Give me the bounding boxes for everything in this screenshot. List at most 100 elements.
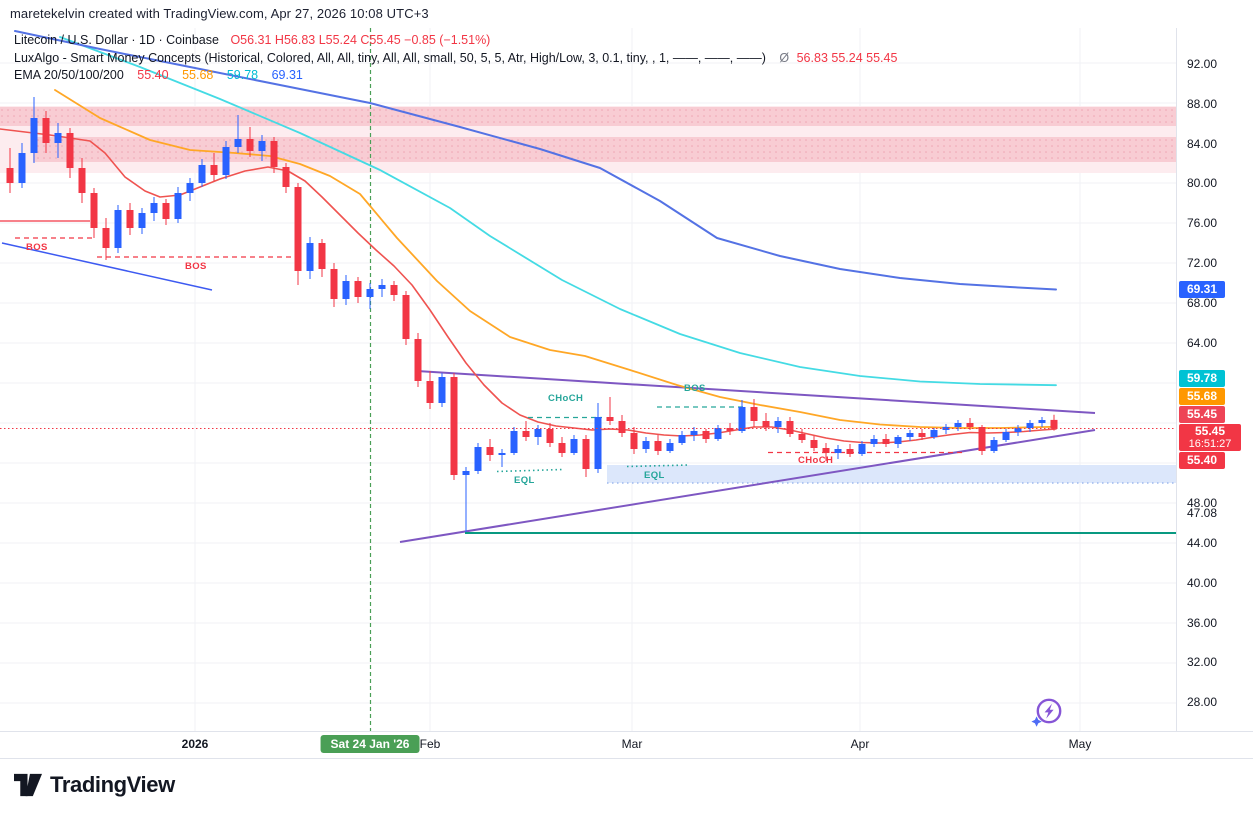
ema20-line [0, 128, 1057, 444]
structure-label-choch: CHoCH [548, 393, 583, 404]
candle-up [570, 439, 578, 453]
price-tick-label: 48.00 [1187, 496, 1218, 510]
price-label-box: 59.78 [1179, 370, 1225, 387]
price-label-box: 55.40 [1179, 452, 1225, 469]
candle-down [630, 433, 638, 449]
candle-down [606, 417, 614, 421]
candle-up [774, 421, 782, 427]
symbol-legend-row[interactable]: Litecoin / U.S. Dollar · 1D · Coinbase O… [14, 33, 490, 47]
indicator-values: 56.83 55.24 55.45 [796, 51, 898, 65]
structure-label-bos: BOS [185, 261, 207, 272]
candle-up [642, 441, 650, 449]
candle-down [810, 440, 818, 448]
candle-up [138, 213, 146, 228]
average-symbol: Ø [779, 51, 790, 65]
structure-label-eql: EQL [644, 470, 665, 481]
candle-up [954, 423, 962, 427]
candle-down [102, 228, 110, 248]
candle-up [666, 443, 674, 451]
candle-down [126, 210, 134, 228]
ema-label: EMA 20/50/100/200 [14, 68, 124, 82]
ema200-line [14, 30, 1057, 291]
candle-up [1038, 420, 1046, 423]
candle-down [522, 431, 530, 437]
candle-down [6, 168, 14, 183]
structure-line [626, 464, 691, 468]
supply-zone-dark-2-dots [33, 137, 1176, 162]
candle-down [558, 443, 566, 453]
indicator-title: LuxAlgo - Smart Money Concepts (Historic… [14, 51, 766, 65]
price-label-box: 55.68 [1179, 388, 1225, 405]
candle-up [1014, 428, 1022, 432]
candle-up [990, 440, 998, 451]
candle-up [234, 139, 242, 147]
candle-down [78, 168, 86, 193]
candle-up [510, 431, 518, 453]
candle-up [198, 165, 206, 183]
lightning-circle-icon[interactable] [1028, 696, 1066, 734]
price-tick-label: 84.00 [1187, 137, 1218, 151]
price-tick-label: 32.00 [1187, 655, 1218, 669]
price-label-box: 55.45 16:51:27 [1179, 424, 1241, 451]
indicator-legend-row-smc[interactable]: LuxAlgo - Smart Money Concepts (Historic… [14, 51, 897, 65]
candle-down [354, 281, 362, 297]
price-axis[interactable]: 92.00 88.00 84.00 80.00 76.00 72.00 68.00 64.00… [1176, 28, 1253, 731]
ema50-line [54, 89, 1057, 429]
candle-down [786, 421, 794, 434]
price-tick-label: 80.00 [1187, 176, 1218, 190]
candle-down [486, 447, 494, 455]
candle-up [1026, 423, 1034, 428]
candle-down [330, 269, 338, 299]
candle-up [834, 449, 842, 453]
left-downtrend-line [1, 242, 213, 291]
indicator-legend-row-ema[interactable]: EMA 20/50/100/200 55.40 55.68 59.78 69.3… [14, 68, 303, 82]
time-axis[interactable]: Sat 24 Jan '26 2026 Feb Mar Apr May [0, 731, 1253, 759]
candle-up [378, 285, 386, 289]
demand-zone-blue [607, 465, 1176, 483]
ema200-value: 69.31 [271, 68, 303, 82]
candle-up [858, 444, 866, 454]
candle-up [1002, 432, 1010, 440]
candle-down [294, 187, 302, 271]
structure-label-eql: EQL [514, 475, 535, 486]
time-tick-label: Feb [419, 737, 441, 751]
candle-up [306, 243, 314, 271]
candle-down [582, 439, 590, 469]
candle-up [678, 435, 686, 443]
price-tick-label: 88.00 [1187, 97, 1218, 111]
time-tick-label: 2026 [181, 737, 209, 751]
time-tick-label: May [1068, 737, 1092, 751]
candle-down [546, 429, 554, 443]
candle-up [18, 153, 26, 183]
candle-up [474, 447, 482, 471]
price-tick-label: 36.00 [1187, 616, 1218, 630]
candle-up [738, 407, 746, 431]
ema100-line [59, 36, 1057, 387]
time-tick-label: Apr [850, 737, 870, 751]
candle-down [318, 243, 326, 269]
price-tick-label: 44.00 [1187, 536, 1218, 550]
candle-up [150, 203, 158, 213]
date-marker-label[interactable]: Sat 24 Jan '26 [320, 735, 420, 753]
candle-up [930, 430, 938, 437]
ema20-value: 55.40 [137, 68, 169, 82]
candle-down [822, 448, 830, 453]
candle-down [66, 133, 74, 168]
candle-up [342, 281, 350, 299]
ema50-value: 55.68 [182, 68, 214, 82]
candle-up [534, 429, 542, 437]
candle-down [654, 441, 662, 451]
candle-down [726, 428, 734, 431]
candle-down [402, 295, 410, 339]
candle-down [246, 139, 254, 151]
tradingview-logo[interactable]: TradingView [14, 772, 175, 798]
candle-up [594, 417, 602, 469]
candle-down [918, 433, 926, 437]
price-tick-label: 92.00 [1187, 57, 1218, 71]
candle-down [162, 203, 170, 219]
candle-down [618, 421, 626, 433]
candle-up [174, 193, 182, 219]
candle-down [282, 167, 290, 187]
price-tick-label: 68.00 [1187, 296, 1218, 310]
